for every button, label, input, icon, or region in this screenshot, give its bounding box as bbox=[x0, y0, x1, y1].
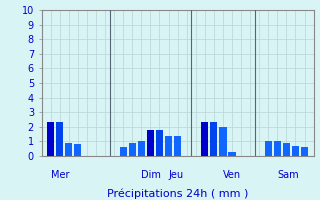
Bar bbox=[210, 122, 218, 156]
Bar bbox=[74, 144, 82, 156]
Bar bbox=[219, 127, 227, 156]
Bar bbox=[129, 143, 136, 156]
Bar bbox=[65, 143, 72, 156]
Bar bbox=[120, 147, 127, 156]
Bar bbox=[274, 141, 281, 156]
Text: Mer: Mer bbox=[51, 170, 69, 180]
Bar bbox=[47, 122, 54, 156]
Bar bbox=[265, 141, 272, 156]
Bar bbox=[147, 130, 154, 156]
Bar bbox=[201, 122, 208, 156]
Text: Dim: Dim bbox=[141, 170, 161, 180]
Text: Ven: Ven bbox=[223, 170, 241, 180]
Bar bbox=[56, 122, 63, 156]
Text: Sam: Sam bbox=[277, 170, 299, 180]
Bar bbox=[174, 136, 181, 156]
Bar bbox=[292, 146, 299, 156]
Bar bbox=[283, 143, 290, 156]
Text: Jeu: Jeu bbox=[169, 170, 184, 180]
Bar bbox=[165, 136, 172, 156]
Bar bbox=[156, 130, 163, 156]
Bar bbox=[228, 152, 236, 156]
Bar bbox=[138, 141, 145, 156]
Bar bbox=[301, 147, 308, 156]
Text: Précipitations 24h ( mm ): Précipitations 24h ( mm ) bbox=[107, 188, 248, 199]
